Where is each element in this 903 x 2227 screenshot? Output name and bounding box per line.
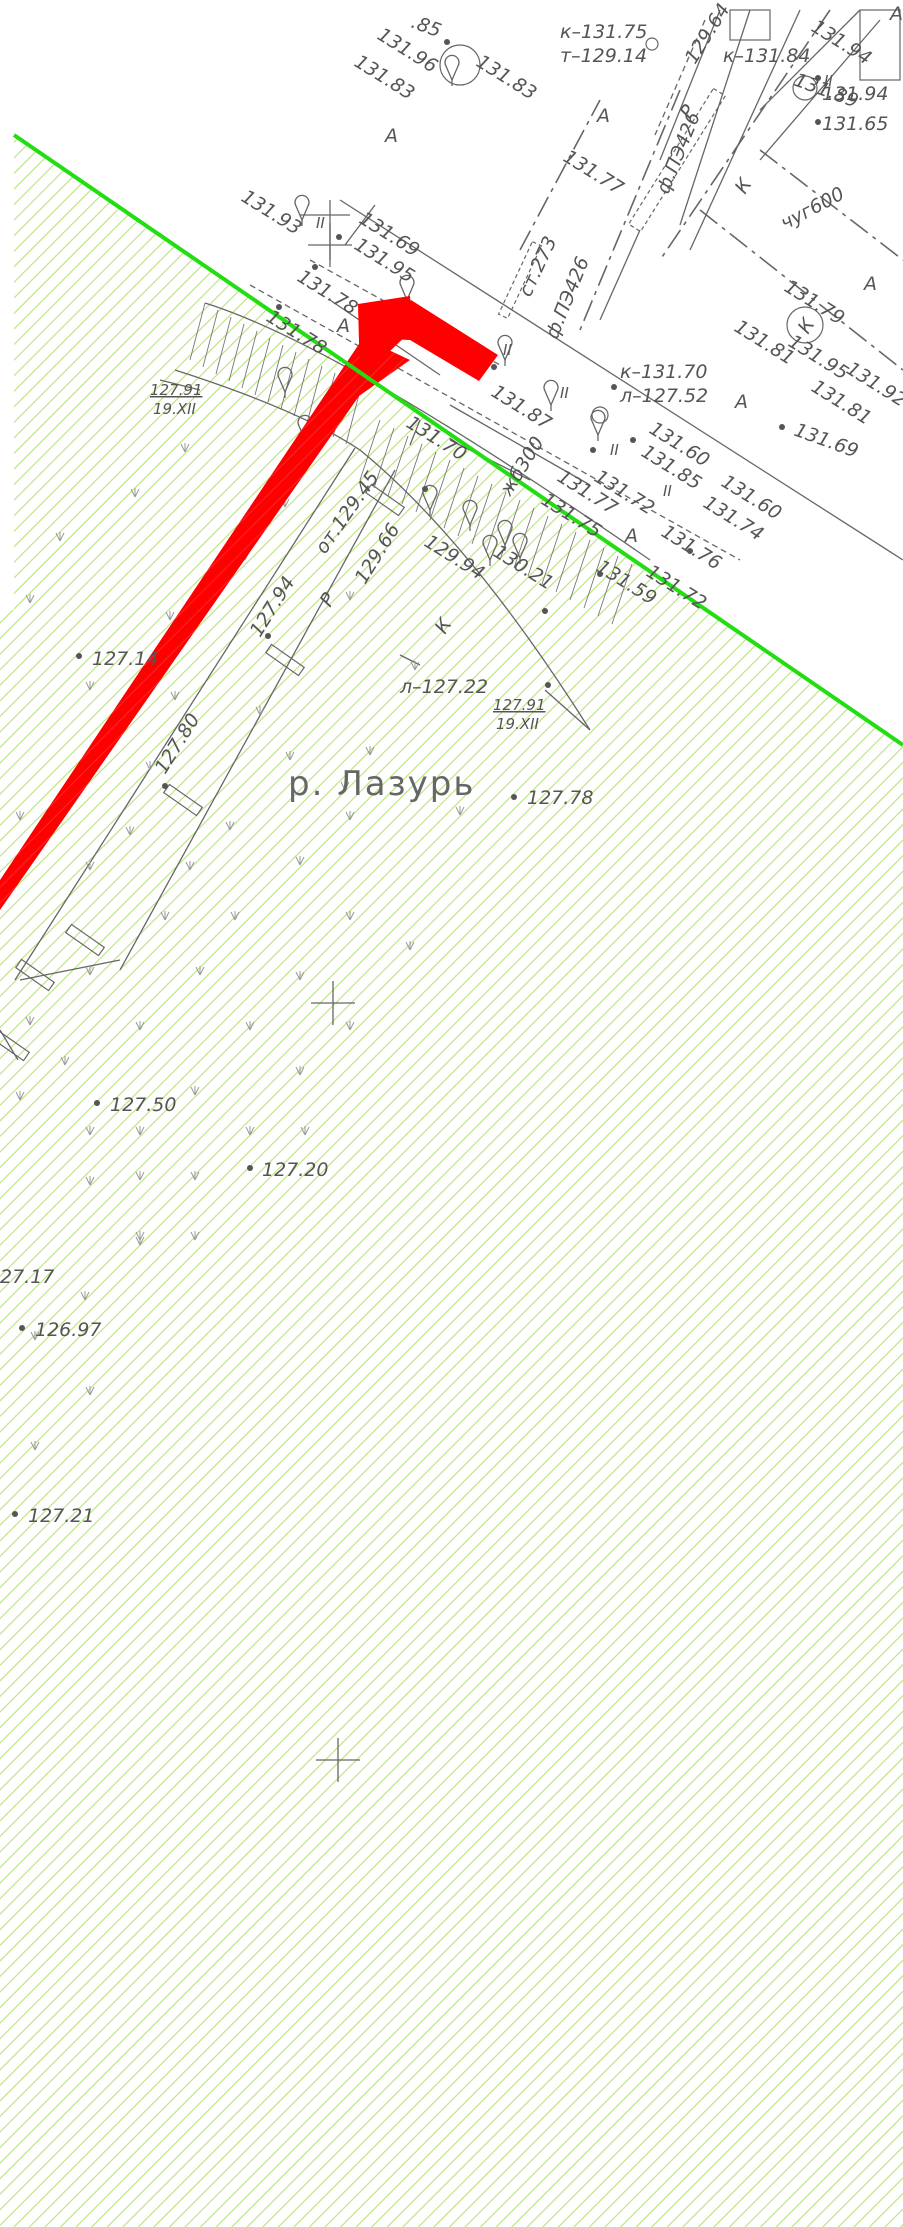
elevation-label: 127.14 <box>92 648 158 670</box>
elevation-label: к–131.75 <box>560 21 647 43</box>
elevation-points <box>12 39 821 1517</box>
elevation-label: л–127.52 <box>619 385 708 407</box>
hydrant-mark: II <box>316 214 325 232</box>
river-name: р. Лазурь <box>288 764 475 804</box>
asphalt-label: А <box>383 125 398 147</box>
elevation-label: л–127.22 <box>399 676 488 698</box>
elevation-label: 131.65 <box>822 113 888 135</box>
elevation-label: 27.17 <box>0 1266 54 1288</box>
survey-traverse <box>0 379 591 1062</box>
elevation-label: т–129.14 <box>560 45 647 67</box>
elevation-label: 127.20 <box>262 1159 328 1181</box>
hydrant-mark: II <box>663 482 672 500</box>
hydrant-mark: II <box>560 384 569 402</box>
elevation-label: 127.50 <box>110 1094 176 1116</box>
asphalt-label: А <box>733 391 748 413</box>
route-line <box>0 296 498 910</box>
waterline-date: 19.XII <box>496 715 540 733</box>
asphalt-label: А <box>623 525 638 547</box>
elevation-label: 127.78 <box>527 787 593 809</box>
hydrant-mark: II <box>503 341 512 359</box>
waterline-value: 127.91 <box>493 696 546 714</box>
hydrant-mark: II <box>824 72 833 90</box>
waterline-value: 127.91 <box>150 381 203 399</box>
asphalt-label: А <box>888 3 903 25</box>
hydrant-mark: II <box>610 441 619 459</box>
waterline-date: 19.XII <box>153 400 197 418</box>
elevation-label: 131.94 <box>822 83 888 105</box>
asphalt-label: А <box>595 105 610 127</box>
riverbank-bottom <box>174 369 591 731</box>
boundary-line <box>12 133 903 747</box>
elevation-label: к–131.84 <box>723 45 810 67</box>
survey-linework <box>249 9 903 561</box>
elevation-label: 127.21 <box>28 1505 94 1527</box>
hatched-area <box>0 135 903 2227</box>
riverbank-hatching <box>189 302 633 625</box>
elevation-label: к–131.70 <box>620 361 707 383</box>
asphalt-label: А <box>335 315 350 337</box>
asphalt-label: А <box>862 273 877 295</box>
elevation-label: 126.97 <box>35 1319 101 1341</box>
